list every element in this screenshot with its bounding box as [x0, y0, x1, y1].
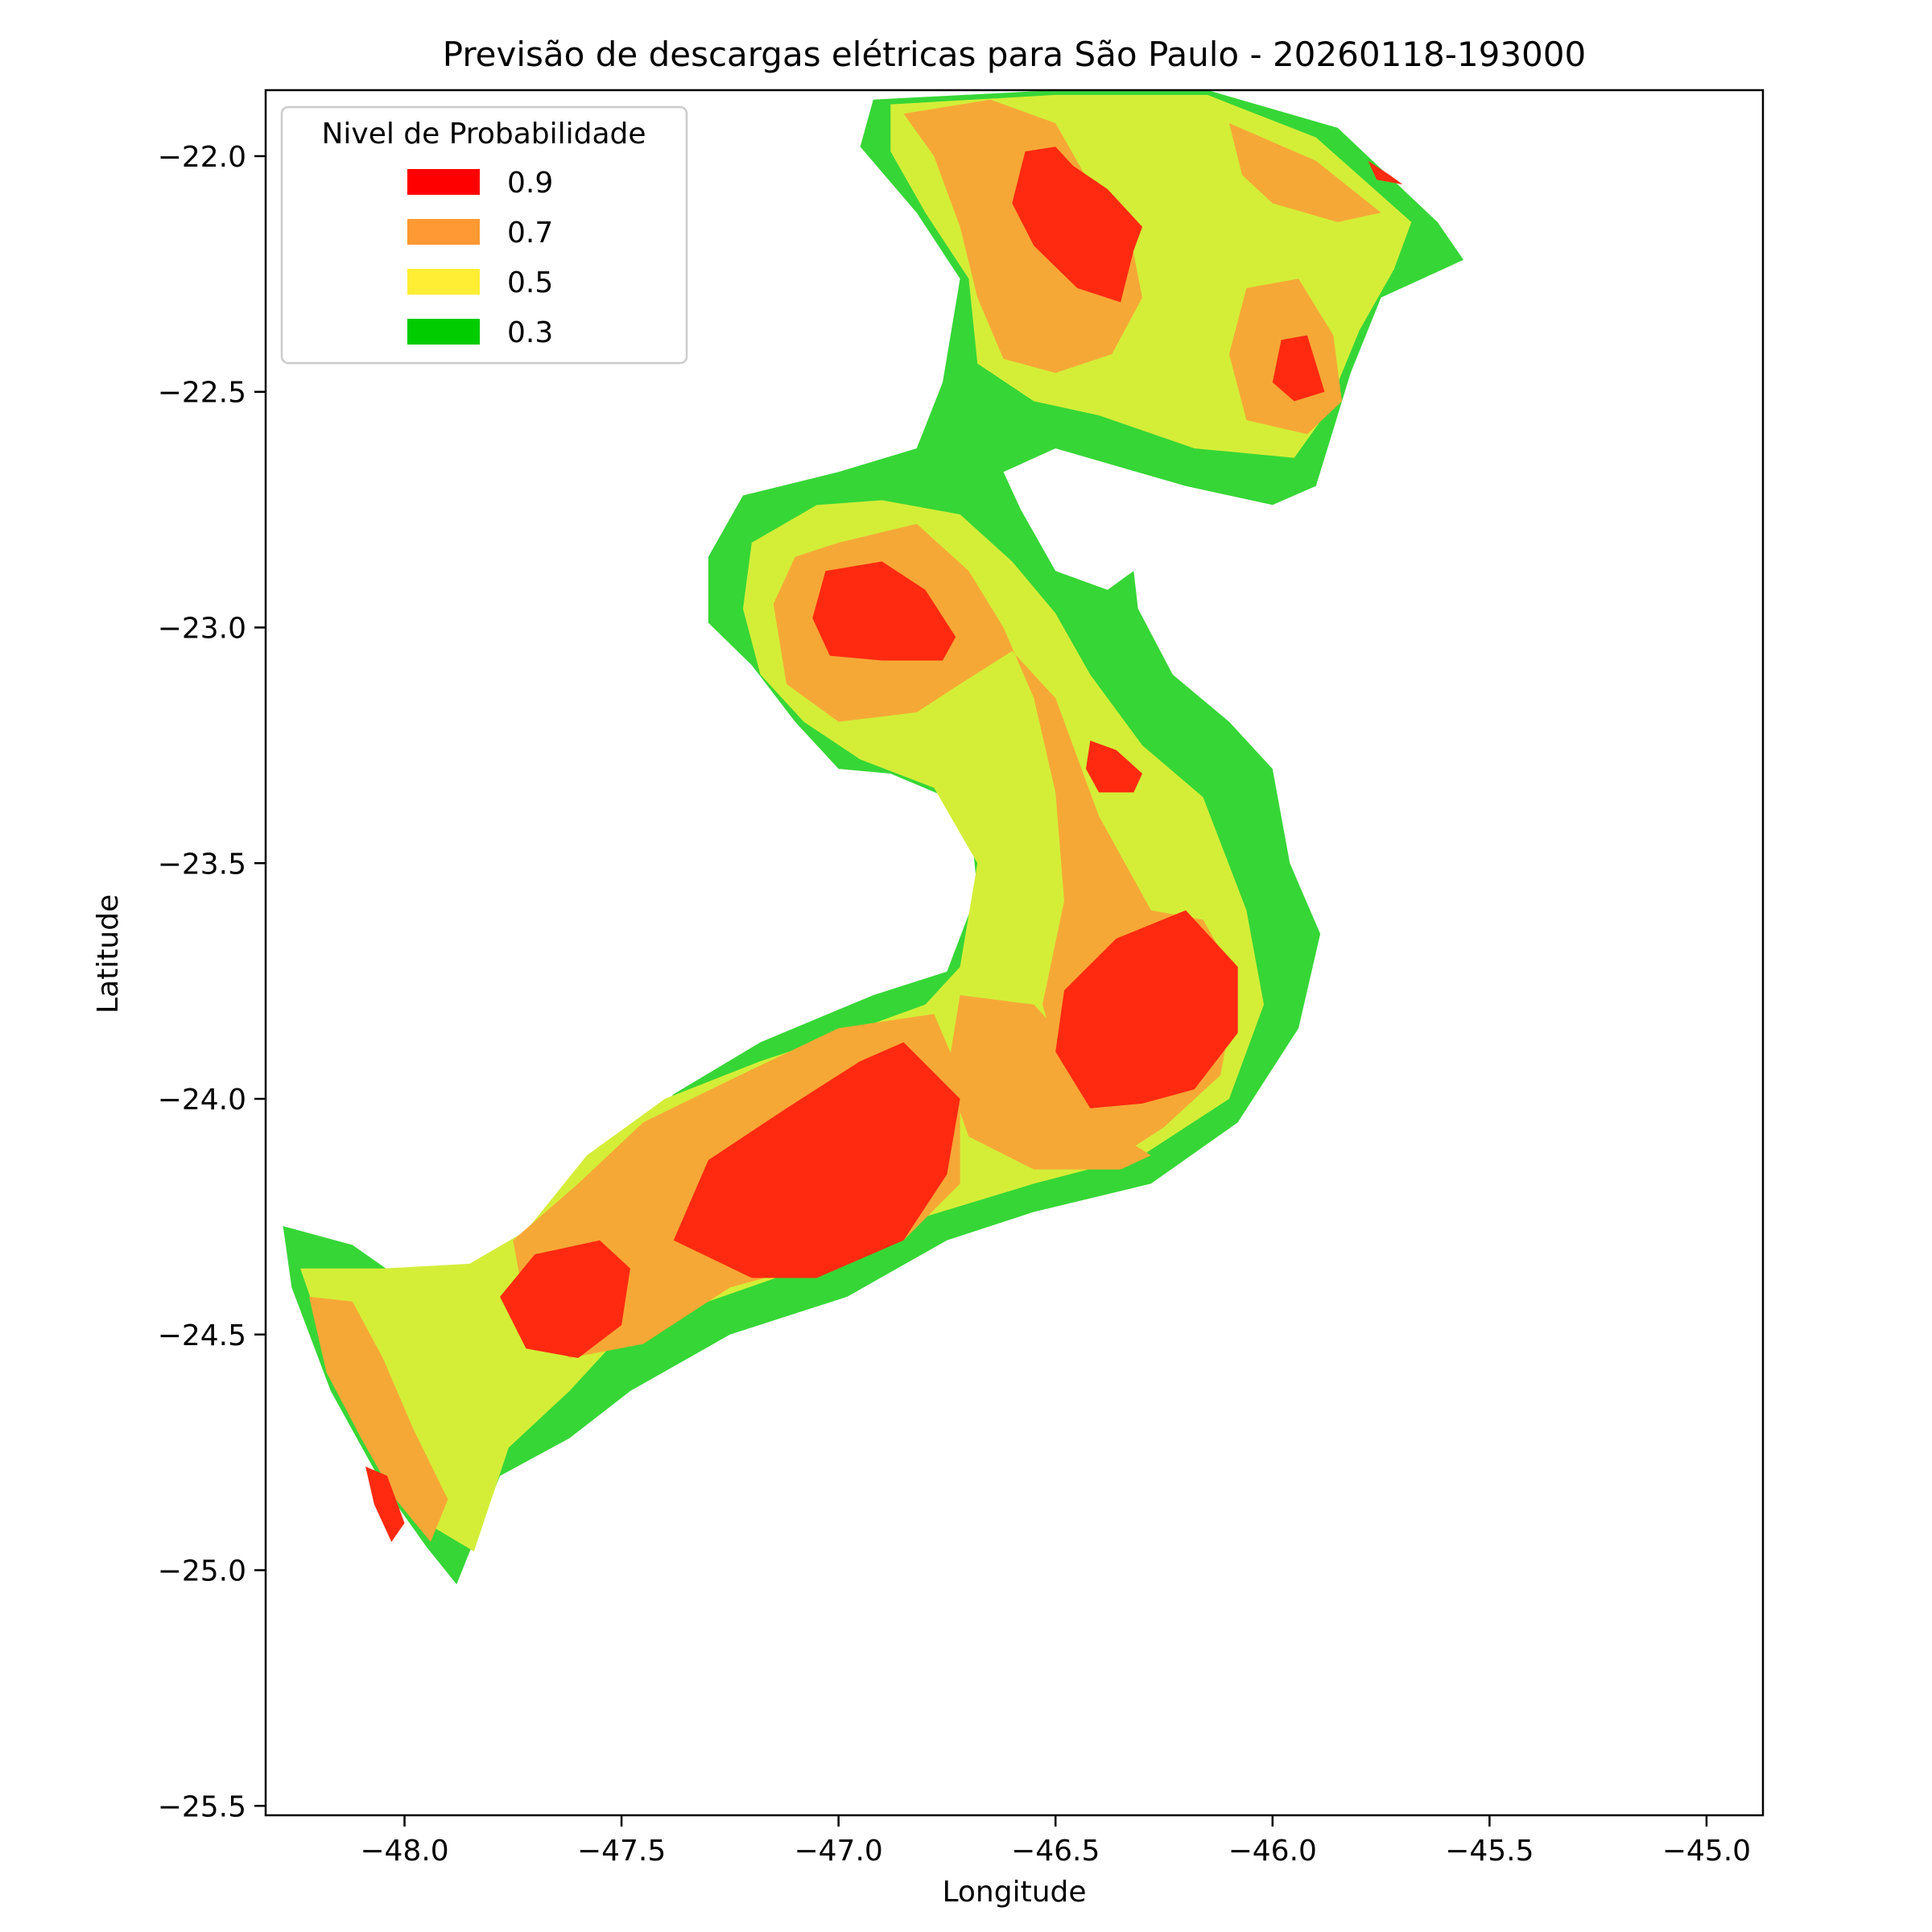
chart-title: Previsão de descargas elétricas para São… [443, 35, 1586, 74]
y-tick-label: −24.5 [158, 1319, 246, 1352]
legend-swatch [407, 169, 480, 195]
y-tick-label: −22.5 [158, 377, 246, 410]
x-tick-label: −45.5 [1445, 1835, 1534, 1868]
x-axis-ticks: −48.0 −47.5 −47.0 −46.5 −46.0 −45.5 −45.0 [360, 1815, 1751, 1868]
contour-region-0-9-0 [1012, 147, 1142, 303]
y-tick-label: −25.5 [158, 1790, 246, 1823]
y-tick-label: −22.0 [158, 141, 246, 174]
contour-region-0-9-6 [673, 1042, 960, 1278]
contour-region-0-9-1 [1272, 335, 1325, 402]
contour-layers [283, 90, 1464, 1585]
plot-frame [264, 89, 1765, 1817]
y-tick-label: −25.0 [158, 1555, 246, 1588]
x-tick-label: −47.5 [577, 1835, 666, 1868]
legend-title: Nivel de Probabilidade [321, 118, 646, 151]
legend-label: 0.5 [507, 266, 553, 299]
y-tick-label: −24.0 [158, 1084, 246, 1117]
contour-region-0-7-4 [947, 995, 1151, 1170]
legend-swatch [407, 269, 480, 295]
contour-level-0-9 [365, 147, 1403, 1542]
contour-region-0-9-2 [1368, 160, 1403, 185]
x-tick-label: −47.0 [794, 1835, 882, 1868]
contour-region-0-9-4 [1086, 741, 1142, 793]
y-axis-label: Latitude [92, 894, 125, 1013]
contour-region-0-9-5 [1055, 910, 1238, 1108]
contour-region-0-7-6 [308, 1296, 448, 1542]
contour-region-0-7-0 [903, 99, 1142, 374]
legend: Nivel de Probabilidade 0.9 0.7 0.5 0.3 [280, 105, 688, 365]
y-axis-ticks: −22.0 −22.5 −23.0 −23.5 −24.0 −24.5 −25.0 −25.5 [158, 141, 266, 1823]
x-tick-label: −48.0 [360, 1835, 448, 1868]
contour-region-0-7-2 [1228, 123, 1381, 222]
legend-swatch [407, 219, 480, 245]
contour-region-0-9-3 [812, 561, 956, 661]
legend-label: 0.9 [507, 167, 553, 200]
legend-label: 0.3 [507, 316, 553, 349]
legend-label: 0.7 [507, 217, 553, 250]
x-tick-label: −46.5 [1011, 1835, 1100, 1868]
contour-region-0-9-7 [500, 1240, 630, 1358]
legend-entries: 0.9 0.7 0.5 0.3 [407, 167, 553, 349]
legend-swatch [407, 319, 480, 345]
y-tick-label: −23.5 [158, 848, 246, 881]
x-tick-label: −46.0 [1228, 1835, 1317, 1868]
x-tick-label: −45.0 [1662, 1835, 1751, 1868]
x-axis-label: Longitude [942, 1876, 1086, 1909]
legend-box [280, 105, 688, 365]
y-tick-label: −23.0 [158, 612, 246, 645]
contour-region-0-9-8 [365, 1466, 405, 1542]
